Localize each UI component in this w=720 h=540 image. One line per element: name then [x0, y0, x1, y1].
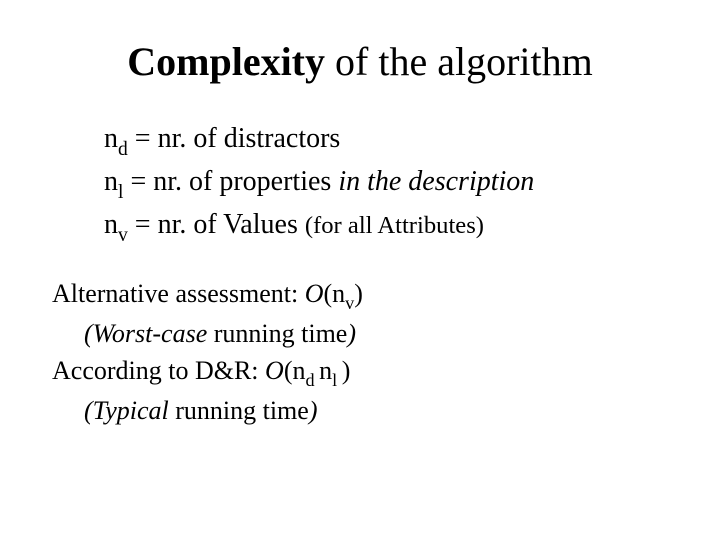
line-according-dr: According to D&R: O(nd nl ): [52, 353, 672, 393]
l2a: (Worst-case: [84, 319, 214, 348]
l4c: ): [309, 396, 318, 425]
def-nl-ital: in the description: [338, 166, 534, 197]
def-row-nl: nl = nr. of properties in the descriptio…: [104, 162, 672, 205]
l4b: running time: [175, 396, 309, 425]
line-alt-assessment: Alternative assessment: O(nv): [52, 276, 672, 316]
sub-l: l: [118, 182, 123, 203]
title-rest: of the algorithm: [325, 39, 593, 84]
slide-title: Complexity of the algorithm: [48, 38, 672, 85]
l1-open: (n: [324, 279, 346, 308]
def-nv-small: (for all Attributes): [305, 212, 484, 239]
l3-sub1: d: [305, 370, 319, 390]
l3-close: ): [342, 356, 351, 385]
l1-close: ): [354, 279, 363, 308]
l3-mid: n: [319, 356, 332, 385]
definitions: nd = nr. of distractors nl = nr. of prop…: [104, 119, 672, 248]
bigO: O: [305, 279, 324, 308]
def-nd-text: = nr. of distractors: [128, 123, 341, 154]
var-n: n: [104, 123, 118, 154]
slide: Complexity of the algorithm nd = nr. of …: [0, 0, 720, 430]
sub-d: d: [118, 139, 128, 160]
def-nl-text-a: = nr. of properties: [123, 166, 338, 197]
l2b: running time: [214, 319, 348, 348]
sub-v: v: [118, 225, 128, 246]
l4a: (Typical: [84, 396, 175, 425]
var-n: n: [104, 166, 118, 197]
line-worst-case: (Worst-case running time): [84, 316, 672, 353]
l3-open: (n: [284, 356, 306, 385]
bigO: O: [265, 356, 284, 385]
title-bold: Complexity: [127, 39, 325, 84]
def-row-nd: nd = nr. of distractors: [104, 119, 672, 162]
var-n: n: [104, 209, 118, 240]
l3-sub2: l: [332, 370, 342, 390]
l1-sub: v: [345, 293, 354, 313]
l2c: ): [347, 319, 356, 348]
l1a: Alternative assessment:: [52, 279, 305, 308]
line-typical: (Typical running time): [84, 393, 672, 430]
def-row-nv: nv = nr. of Values (for all Attributes): [104, 205, 672, 248]
body-text: Alternative assessment: O(nv) (Worst-cas…: [52, 276, 672, 430]
def-nv-text-a: = nr. of Values: [128, 209, 305, 240]
l3a: According to D&R:: [52, 356, 265, 385]
